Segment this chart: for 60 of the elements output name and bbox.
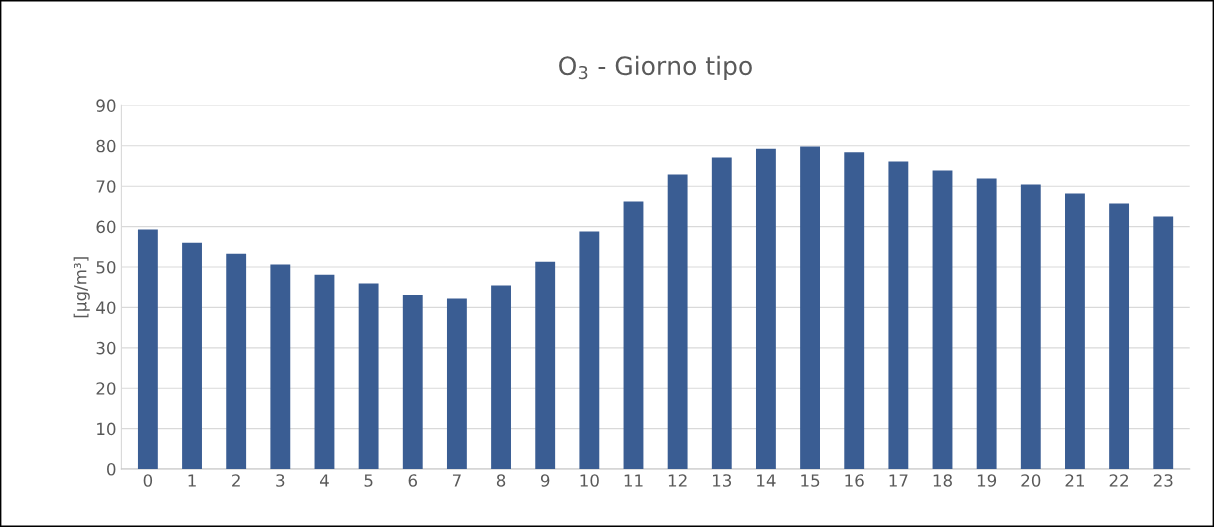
bar [932, 170, 953, 470]
bar [1065, 193, 1085, 470]
y-tick-label: 90 [96, 99, 116, 112]
x-tick-label: 22 [1109, 474, 1129, 487]
x-tick-label: 3 [276, 474, 285, 487]
bar [623, 201, 644, 470]
x-tick-label: 21 [1065, 474, 1085, 487]
bar [358, 283, 379, 470]
x-tick-label: 4 [319, 474, 329, 487]
y-tick-label: 40 [96, 301, 116, 314]
y-tick-label: 10 [97, 422, 116, 436]
bar [402, 294, 423, 470]
x-tick-label: 1 [188, 474, 196, 487]
x-tick-label: 0 [143, 474, 153, 487]
bar [491, 285, 511, 470]
x-tick-label: 9 [540, 474, 550, 487]
x-tick-label: 16 [845, 474, 864, 487]
x-tick-label: 11 [624, 474, 643, 487]
x-tick-label: 6 [408, 474, 418, 487]
y-tick-label: 80 [96, 139, 116, 153]
chart-title: O$_{3}$ - Giorno tipo [559, 55, 752, 81]
x-tick-label: 23 [1153, 474, 1173, 487]
x-tick-label: 10 [580, 474, 599, 487]
bar [137, 229, 158, 470]
y-tick-label: 0 [107, 462, 116, 476]
x-tick-label: 2 [232, 474, 240, 487]
bar [888, 161, 909, 470]
bar [1109, 203, 1130, 470]
bar [182, 242, 202, 470]
bar [976, 178, 997, 470]
x-tick-label: 19 [977, 474, 997, 487]
bar [314, 274, 335, 470]
x-tick-label: 18 [933, 474, 952, 487]
bar [446, 298, 467, 470]
x-tick-label: 12 [668, 474, 687, 487]
y-tick-label: 50 [96, 260, 116, 274]
bar [755, 148, 776, 470]
bar [270, 264, 291, 470]
x-tick-label: 13 [713, 474, 732, 487]
bar [1020, 184, 1041, 470]
bar [800, 146, 820, 470]
bar [579, 231, 600, 470]
x-tick-label: 8 [496, 474, 506, 487]
bar [226, 253, 247, 470]
bar [667, 174, 688, 470]
bar [711, 157, 732, 470]
y-axis-title: [µg/m³] [73, 257, 90, 318]
bar [1153, 216, 1174, 470]
x-tick-label: 15 [801, 474, 820, 487]
x-tick-label: 14 [757, 474, 776, 487]
x-tick-label: 7 [452, 474, 461, 487]
x-tick-label: 5 [364, 474, 373, 487]
y-tick-label: 20 [96, 382, 116, 395]
x-tick-label: 17 [889, 474, 908, 487]
y-tick-label: 30 [96, 341, 116, 355]
bar [844, 152, 865, 470]
x-tick-label: 20 [1021, 474, 1041, 487]
y-tick-label: 60 [96, 220, 116, 234]
y-tick-label: 70 [96, 180, 116, 193]
bar [535, 261, 556, 470]
